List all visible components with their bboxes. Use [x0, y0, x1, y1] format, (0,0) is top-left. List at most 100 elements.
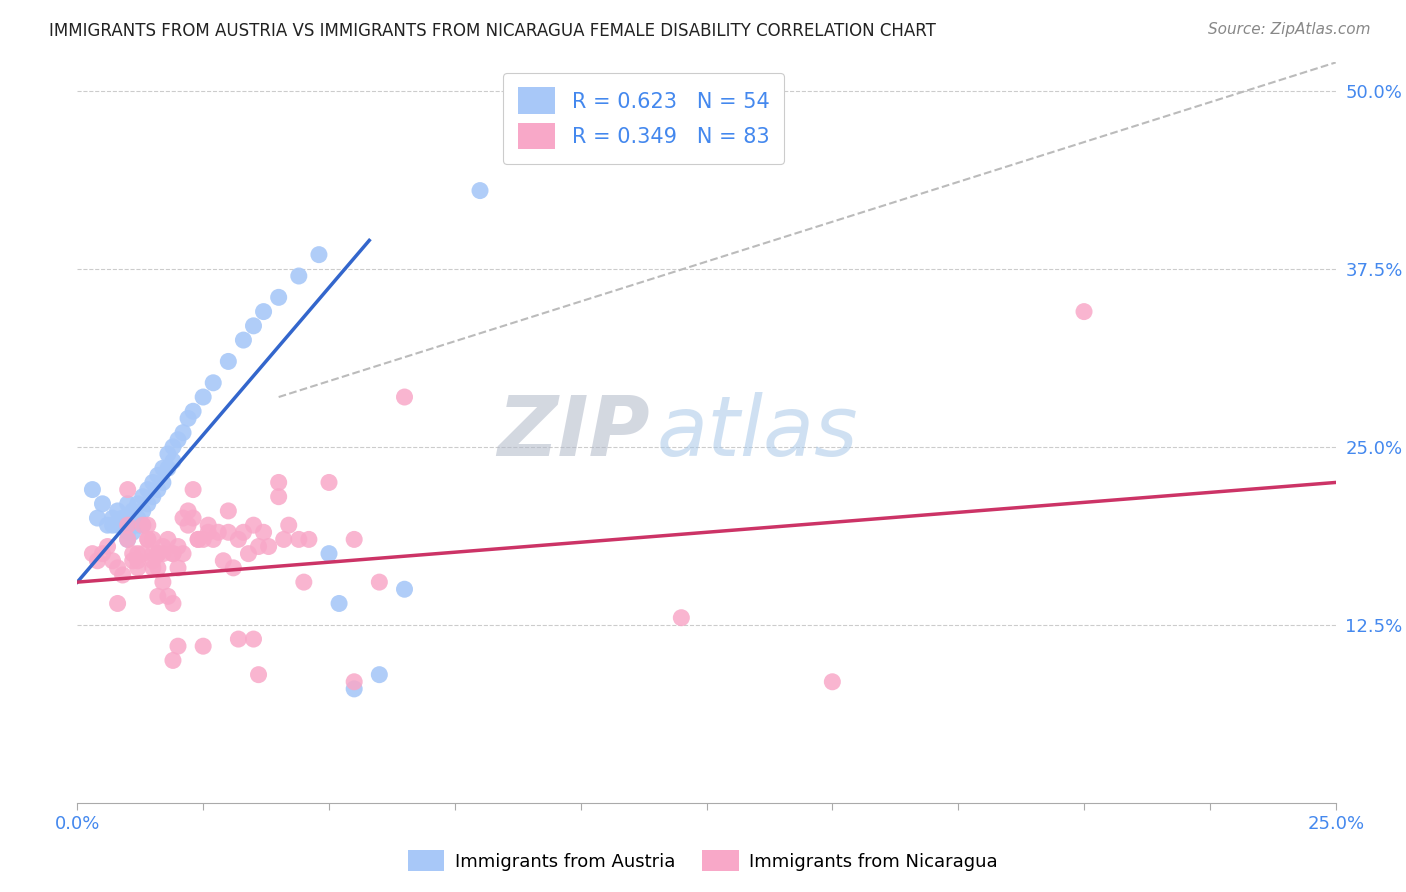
- Point: [217, 354, 239, 368]
- Point: [142, 475, 165, 490]
- Point: [671, 610, 693, 624]
- Point: [111, 568, 134, 582]
- Point: [177, 518, 200, 533]
- Point: [162, 597, 184, 611]
- Point: [252, 304, 274, 318]
- Point: [101, 518, 124, 533]
- Point: [177, 411, 200, 425]
- Point: [82, 483, 104, 497]
- Point: [177, 504, 200, 518]
- Point: [91, 497, 114, 511]
- Point: [146, 561, 169, 575]
- Point: [217, 504, 239, 518]
- Point: [222, 561, 245, 575]
- Point: [288, 268, 311, 283]
- Point: [91, 547, 114, 561]
- Point: [273, 533, 295, 547]
- Point: [191, 390, 215, 404]
- Point: [288, 533, 311, 547]
- Point: [242, 632, 264, 646]
- Point: [167, 561, 190, 575]
- Point: [117, 518, 139, 533]
- Point: [136, 483, 159, 497]
- Point: [247, 667, 270, 681]
- Point: [181, 404, 204, 418]
- Point: [318, 475, 340, 490]
- Point: [127, 518, 149, 533]
- Point: [162, 454, 184, 468]
- Point: [132, 490, 155, 504]
- Point: [132, 547, 155, 561]
- Point: [146, 547, 169, 561]
- Point: [187, 533, 209, 547]
- Point: [142, 554, 165, 568]
- Point: [132, 518, 155, 533]
- Point: [292, 575, 315, 590]
- Legend: R = 0.623   N = 54, R = 0.349   N = 83: R = 0.623 N = 54, R = 0.349 N = 83: [503, 73, 785, 164]
- Point: [142, 490, 165, 504]
- Point: [228, 533, 250, 547]
- Point: [242, 518, 264, 533]
- Point: [162, 547, 184, 561]
- Point: [156, 461, 179, 475]
- Point: [121, 518, 143, 533]
- Point: [117, 511, 139, 525]
- Point: [146, 547, 169, 561]
- Point: [238, 547, 260, 561]
- Point: [136, 518, 159, 533]
- Point: [146, 468, 169, 483]
- Point: [1073, 304, 1095, 318]
- Point: [117, 497, 139, 511]
- Point: [152, 475, 174, 490]
- Point: [152, 575, 174, 590]
- Point: [132, 504, 155, 518]
- Point: [167, 540, 190, 554]
- Point: [172, 511, 194, 525]
- Point: [197, 518, 219, 533]
- Point: [121, 554, 143, 568]
- Point: [217, 525, 239, 540]
- Point: [142, 533, 165, 547]
- Point: [242, 318, 264, 333]
- Point: [232, 333, 254, 347]
- Point: [187, 533, 209, 547]
- Point: [343, 674, 366, 689]
- Point: [152, 540, 174, 554]
- Point: [86, 554, 108, 568]
- Point: [82, 547, 104, 561]
- Point: [202, 533, 225, 547]
- Point: [308, 247, 330, 261]
- Point: [136, 533, 159, 547]
- Point: [267, 490, 290, 504]
- Point: [136, 533, 159, 547]
- Point: [111, 511, 134, 525]
- Point: [181, 511, 204, 525]
- Point: [96, 540, 118, 554]
- Point: [162, 440, 184, 454]
- Point: [468, 184, 491, 198]
- Point: [127, 561, 149, 575]
- Point: [368, 575, 391, 590]
- Point: [101, 554, 124, 568]
- Point: [127, 511, 149, 525]
- Point: [156, 533, 179, 547]
- Point: [267, 475, 290, 490]
- Point: [181, 483, 204, 497]
- Point: [162, 547, 184, 561]
- Point: [107, 597, 129, 611]
- Point: [107, 561, 129, 575]
- Point: [191, 639, 215, 653]
- Point: [107, 504, 129, 518]
- Point: [117, 483, 139, 497]
- Point: [277, 518, 299, 533]
- Point: [394, 582, 416, 597]
- Point: [207, 525, 229, 540]
- Point: [247, 540, 270, 554]
- Point: [152, 461, 174, 475]
- Point: [821, 674, 844, 689]
- Point: [228, 632, 250, 646]
- Point: [121, 547, 143, 561]
- Point: [167, 639, 190, 653]
- Point: [172, 547, 194, 561]
- Point: [146, 483, 169, 497]
